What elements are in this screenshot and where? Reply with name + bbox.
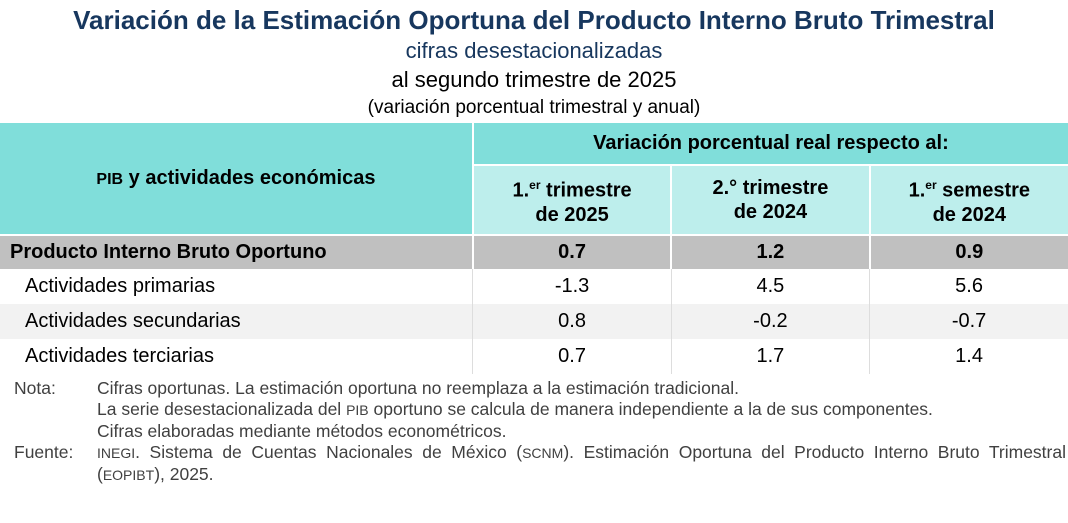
group-header: Variación porcentual real respecto al: xyxy=(471,123,1068,166)
row-header-text: y actividades económicas xyxy=(123,167,376,189)
row-label: Actividades primarias xyxy=(25,275,216,297)
fuente-a: . Sistema de Cuentas Nacionales de Méxic… xyxy=(135,442,523,462)
fuente-b: ). Estimación Oportuna del Producto Inte… xyxy=(97,442,1066,484)
col-sup: er xyxy=(925,178,937,193)
fuente-c: ), 2025. xyxy=(154,464,214,484)
nota-2-a: La serie desestacionalizada del xyxy=(97,399,347,419)
page-title: Variación de la Estimación Oportuna del … xyxy=(73,5,995,35)
nota-3: Cifras elaboradas mediante métodos econo… xyxy=(97,421,507,441)
col-line2: de 2025 xyxy=(535,203,609,226)
table-row: Producto Interno Bruto Oportuno 0.7 1.2 … xyxy=(0,234,1068,269)
pib-abbr: PIB xyxy=(96,171,124,188)
row-label: Producto Interno Bruto Oportuno xyxy=(0,234,473,269)
row-label: Actividades terciarias xyxy=(25,345,214,367)
nota-2-abbr: PIB xyxy=(346,402,369,418)
abbr: INEGI xyxy=(97,445,136,461)
nota-label: Nota: xyxy=(14,378,56,398)
col-line2: de 2024 xyxy=(932,203,1006,226)
cell-value: 5.6 xyxy=(869,269,1068,304)
cell-value: 0.7 xyxy=(471,234,672,269)
cell-value: 1.2 xyxy=(670,234,870,269)
cell-value: 0.7 xyxy=(472,339,672,374)
nota-2-b: oportuno se calcula de manera independie… xyxy=(368,399,933,419)
cell-value: -0.2 xyxy=(670,304,870,339)
col-word: trimestre xyxy=(540,179,632,202)
column-header: 1.er trimestre de 2025 xyxy=(471,165,672,235)
subtitle-period: al segundo trimestre de 2025 xyxy=(391,67,677,92)
col-word: semestre xyxy=(936,179,1031,202)
col-num: 1. xyxy=(512,179,530,202)
nota-1: Cifras oportunas. La estimación oportuna… xyxy=(97,378,740,398)
abbr: SCNM xyxy=(522,445,564,461)
table-row: Actividades secundarias 0.8 -0.2 -0.7 xyxy=(0,304,1068,339)
col-num: 1. xyxy=(908,179,926,202)
row-label: Actividades secundarias xyxy=(0,304,473,339)
cell-value: 4.5 xyxy=(670,269,870,304)
nota-2: La serie desestacionalizada del PIB opor… xyxy=(97,399,1066,421)
cell-value: -1.3 xyxy=(472,269,672,304)
cell-value: 1.4 xyxy=(869,339,1068,374)
subtitle-units: (variación porcentual trimestral y anual… xyxy=(367,97,701,118)
cell-value: 1.7 xyxy=(670,339,870,374)
row-header: PIB y actividades económicas xyxy=(0,123,473,235)
subtitle: cifras desestacionalizadas xyxy=(405,38,663,63)
abbr: EOPIBT xyxy=(102,467,155,483)
column-header: 2.° trimestre de 2024 xyxy=(670,165,870,235)
cell-value: 0.8 xyxy=(472,304,672,339)
notes: Nota: Cifras oportunas. La estimación op… xyxy=(14,378,1066,486)
col-word: trimestre xyxy=(737,177,829,199)
table-row: Actividades terciarias 0.7 1.7 1.4 xyxy=(0,339,1068,374)
col-line2: de 2024 xyxy=(733,201,808,223)
cell-value: 0.9 xyxy=(868,234,1068,269)
cell-value: -0.7 xyxy=(869,304,1068,339)
col-sup: er xyxy=(529,178,541,193)
table-row: Actividades primarias -1.3 4.5 5.6 xyxy=(0,269,1068,304)
fuente-label: Fuente: xyxy=(14,442,74,462)
gdp-table: PIB y actividades económicas Variación p… xyxy=(0,123,1068,374)
fuente-text: INEGI. Sistema de Cuentas Nacionales de … xyxy=(97,442,1066,486)
column-header: 1.er semestre de 2024 xyxy=(868,165,1068,235)
col-num: 2.° xyxy=(712,177,738,199)
nota-text: Cifras oportunas. La estimación oportuna… xyxy=(97,378,1066,442)
